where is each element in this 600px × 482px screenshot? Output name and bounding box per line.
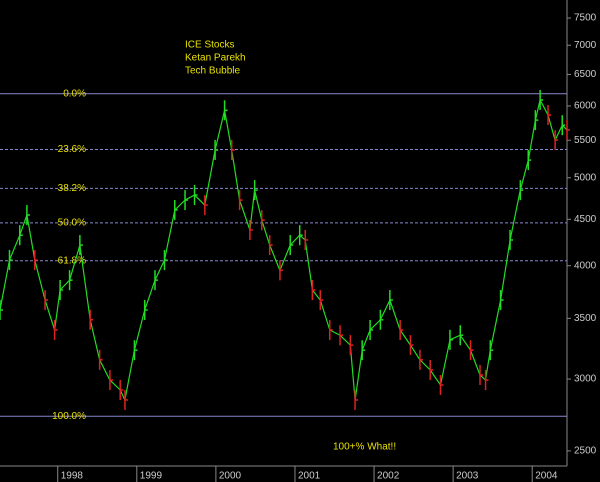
price-bar	[268, 235, 273, 256]
price-bar	[354, 389, 359, 410]
x-tick-label: 2000	[219, 471, 242, 482]
price-bar	[298, 225, 303, 246]
price-bar	[59, 279, 64, 300]
price-bar	[566, 119, 570, 140]
price-bar	[79, 235, 83, 256]
price-bar	[249, 219, 253, 240]
x-tick-label: 2003	[456, 471, 479, 482]
fib-label: 100.0%	[52, 411, 86, 422]
y-tick-label: 5000	[574, 172, 597, 183]
price-bar	[534, 110, 539, 131]
annotation: Tech Bubble	[185, 66, 240, 77]
y-tick-label: 7000	[574, 40, 597, 51]
annotation: ICE Stocks	[185, 40, 234, 51]
price-bar	[319, 290, 324, 311]
x-tick-label: 1999	[140, 471, 163, 482]
price-bar	[184, 190, 189, 211]
price-bar	[349, 335, 354, 356]
callout: 100+% What!!	[333, 442, 396, 453]
price-bar	[339, 325, 344, 346]
y-tick-label: 5500	[574, 135, 597, 146]
price-bar	[484, 370, 489, 391]
price-bar	[554, 130, 559, 151]
price-bar	[304, 229, 309, 250]
price-bar	[26, 205, 30, 226]
price-bar	[539, 89, 544, 110]
price-bar	[8, 250, 13, 271]
price-bar	[279, 260, 283, 281]
price-bar	[204, 195, 208, 216]
price-bar	[289, 235, 294, 256]
price-bar	[439, 375, 444, 396]
annotation: Ketan Parekh	[185, 53, 246, 64]
price-bar	[98, 349, 103, 370]
price-bar	[230, 140, 235, 161]
price-bar	[429, 359, 434, 380]
price-bar	[479, 365, 484, 386]
price-line	[0, 98, 568, 402]
y-tick-label: 3000	[574, 374, 597, 385]
price-bar	[109, 370, 113, 391]
y-tick-label: 4500	[574, 214, 597, 225]
price-bar	[261, 210, 265, 231]
price-bar	[499, 290, 504, 311]
price-bar	[449, 329, 453, 350]
x-tick-label: 2004	[535, 471, 558, 482]
price-bar	[527, 150, 532, 171]
price-bar	[143, 299, 148, 320]
y-tick-label: 2500	[574, 446, 597, 457]
fib-label: 61.8%	[58, 255, 86, 266]
price-bar	[311, 279, 316, 300]
price-bar	[561, 115, 566, 136]
price-bar	[133, 340, 138, 361]
price-bar	[214, 140, 219, 161]
price-bar	[369, 319, 374, 340]
price-bar	[469, 340, 474, 361]
price-bar	[329, 319, 333, 340]
price-bar	[389, 290, 393, 311]
price-bar	[89, 309, 94, 330]
fib-label: 38.2%	[58, 183, 86, 194]
price-bar	[44, 290, 49, 311]
fib-label: 50.0%	[58, 218, 86, 229]
price-bar	[119, 379, 124, 400]
y-tick-label: 4000	[574, 260, 597, 271]
price-bar	[53, 319, 58, 340]
x-tick-label: 1998	[61, 471, 84, 482]
x-tick-label: 2001	[298, 471, 321, 482]
fib-label: 23.6%	[58, 144, 86, 155]
price-bar	[68, 270, 73, 291]
price-bar	[379, 309, 384, 330]
y-tick-label: 6000	[574, 101, 597, 112]
price-bar	[509, 229, 514, 250]
price-bar	[238, 190, 243, 211]
x-tick-label: 2002	[377, 471, 400, 482]
price-bar	[34, 250, 38, 271]
price-bar	[19, 225, 23, 246]
price-bar	[459, 325, 464, 346]
price-bar	[193, 185, 198, 206]
price-bar	[0, 299, 3, 320]
price-bar	[253, 180, 258, 201]
price-bar	[399, 319, 404, 340]
price-bar	[174, 199, 178, 220]
price-bar	[361, 340, 366, 361]
y-tick-label: 6500	[574, 69, 597, 80]
price-bar	[163, 250, 168, 271]
price-bar	[409, 335, 414, 356]
y-tick-label: 3500	[574, 313, 597, 324]
price-bar	[547, 105, 552, 126]
price-bar	[489, 340, 494, 361]
price-bar	[223, 100, 228, 121]
price-bar	[154, 270, 158, 291]
price-bar	[519, 180, 524, 201]
price-bar	[124, 389, 128, 410]
fib-label: 0.0%	[63, 88, 86, 99]
price-bar	[419, 349, 423, 370]
y-tick-label: 7500	[574, 13, 597, 24]
